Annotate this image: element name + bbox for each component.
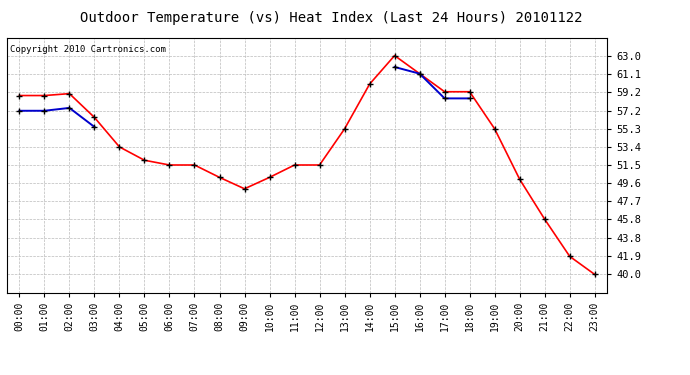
Text: Copyright 2010 Cartronics.com: Copyright 2010 Cartronics.com — [10, 45, 166, 54]
Text: Outdoor Temperature (vs) Heat Index (Last 24 Hours) 20101122: Outdoor Temperature (vs) Heat Index (Las… — [80, 11, 582, 25]
